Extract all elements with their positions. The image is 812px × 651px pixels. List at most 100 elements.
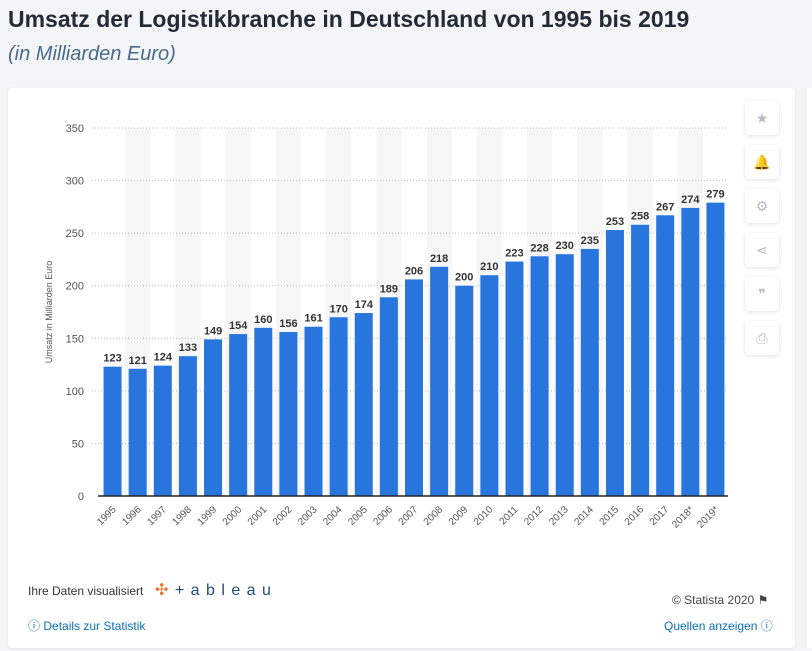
x-tick-label: 2011 — [498, 504, 521, 527]
copyright-text: © Statista 2020 — [672, 593, 755, 607]
bar — [505, 261, 524, 496]
x-tick-label: 1995 — [95, 504, 119, 528]
bar — [128, 368, 147, 496]
flag-icon[interactable]: ⚑ — [757, 593, 769, 607]
sources-text: Quellen anzeigen — [664, 619, 758, 633]
print-button[interactable]: ⎙ — [745, 321, 779, 355]
y-tick-label: 100 — [66, 386, 84, 398]
data-label: 121 — [129, 355, 147, 367]
data-label: 223 — [505, 248, 523, 260]
data-label: 267 — [656, 201, 674, 213]
gear-button[interactable]: ⚙ — [745, 189, 779, 223]
bar — [379, 297, 398, 496]
data-label: 161 — [304, 313, 322, 325]
y-tick-label: 150 — [66, 333, 84, 345]
data-label: 230 — [556, 240, 574, 252]
x-tick-label: 2002 — [271, 504, 295, 528]
x-tick-label: 2009 — [447, 504, 471, 528]
x-tick-label: 2000 — [221, 504, 245, 528]
data-label: 253 — [606, 216, 624, 228]
data-label: 133 — [179, 342, 197, 354]
quote-button[interactable]: ❞ — [745, 277, 779, 311]
x-tick-label: 2003 — [296, 504, 320, 528]
y-axis-label: Umsatz in Milliarden Euro — [44, 261, 54, 364]
data-label: 228 — [530, 242, 548, 254]
x-tick-label: 2017 — [648, 504, 672, 528]
data-label: 189 — [380, 283, 398, 295]
bar — [480, 275, 499, 496]
bar — [605, 229, 624, 496]
data-label: 274 — [681, 194, 700, 206]
bar — [555, 254, 574, 496]
data-label: 206 — [405, 265, 423, 277]
tableau-logo-text: + a b l e a u — [174, 582, 272, 599]
bar — [706, 202, 725, 496]
x-tick-label: 2008 — [422, 504, 446, 528]
x-tick-label: 1998 — [171, 504, 195, 528]
x-tick-label: 2010 — [472, 504, 496, 528]
page-title: Umsatz der Logistikbranche in Deutschlan… — [8, 6, 690, 32]
tableau-logo[interactable]: ✣ + a b l e a u — [155, 582, 272, 599]
data-label: 170 — [329, 303, 347, 315]
data-label: 235 — [581, 235, 599, 247]
bar — [178, 356, 197, 496]
data-label: 123 — [103, 353, 121, 365]
sources-link[interactable]: Quellen anzeigen ⓘ — [664, 617, 773, 634]
y-tick-label: 0 — [78, 491, 84, 503]
x-tick-label: 1997 — [145, 504, 169, 528]
x-tick-label: 2019* — [695, 504, 721, 530]
x-tick-label: 2013 — [547, 504, 571, 528]
y-tick-label: 350 — [66, 123, 84, 135]
data-label: 149 — [204, 325, 222, 337]
page-subtitle: (in Milliarden Euro) — [8, 43, 176, 65]
share-button[interactable]: ⋖ — [745, 233, 779, 267]
data-label: 279 — [706, 189, 724, 201]
bell-icon: 🔔 — [753, 153, 771, 170]
side-panel — [805, 88, 812, 648]
bar — [153, 365, 172, 496]
y-tick-label: 50 — [72, 438, 84, 450]
bar — [455, 285, 474, 496]
x-tick-label: 2004 — [321, 504, 345, 528]
bar — [304, 326, 323, 496]
star-icon: ★ — [755, 109, 769, 126]
data-label: 210 — [480, 261, 498, 273]
data-label: 258 — [631, 211, 649, 223]
info-icon: ⓘ — [760, 619, 773, 633]
bar — [103, 366, 122, 496]
bar — [204, 339, 223, 496]
x-tick-label: 2015 — [598, 504, 622, 528]
bar — [329, 317, 348, 496]
bar — [254, 327, 273, 496]
bell-button[interactable]: 🔔 — [745, 145, 779, 179]
copyright: © Statista 2020 ⚑ — [672, 593, 768, 607]
x-tick-label: 2014 — [572, 504, 596, 528]
x-tick-label: 1999 — [196, 504, 220, 528]
data-label: 218 — [430, 253, 448, 265]
bar — [656, 215, 675, 497]
info-icon: ⓘ — [28, 619, 41, 633]
share-icon: ⋖ — [756, 241, 768, 258]
details-link[interactable]: ⓘ Details zur Statistik — [28, 617, 145, 634]
y-tick-label: 200 — [66, 281, 84, 293]
bar — [530, 256, 549, 496]
x-tick-label: 2012 — [522, 504, 546, 528]
data-label: 160 — [254, 314, 272, 326]
data-label: 200 — [455, 272, 473, 284]
data-label: 124 — [154, 352, 173, 364]
print-icon: ⎙ — [756, 329, 768, 346]
bar — [405, 279, 423, 496]
quote-icon: ❞ — [758, 285, 766, 302]
data-label: 156 — [279, 318, 297, 330]
details-text: Details zur Statistik — [43, 619, 146, 633]
x-tick-label: 2001 — [246, 504, 270, 528]
star-button[interactable]: ★ — [745, 101, 779, 135]
bar — [279, 331, 298, 496]
bar — [631, 224, 650, 496]
x-tick-label: 2018* — [670, 504, 696, 530]
y-tick-label: 300 — [66, 176, 84, 188]
bar — [681, 207, 700, 496]
x-tick-label: 2006 — [371, 504, 395, 528]
y-tick-label: 250 — [66, 228, 84, 240]
